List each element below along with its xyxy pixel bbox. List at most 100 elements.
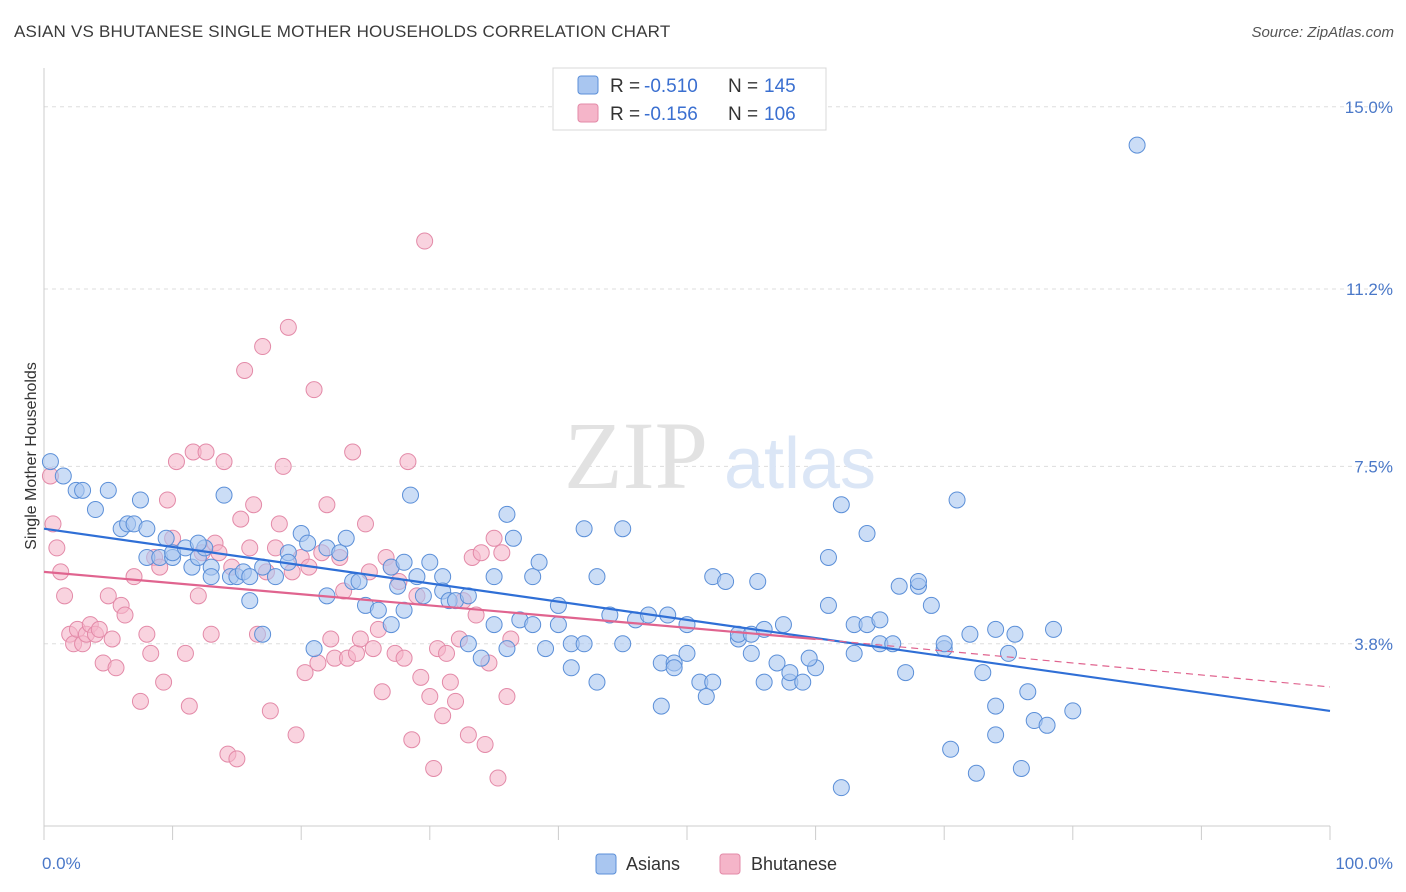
correlation-legend: R = -0.510 N = 145 R = -0.156 N = 106	[552, 67, 827, 131]
point-asians-39	[337, 529, 355, 547]
point-asians-59	[485, 616, 503, 634]
point-bhutanese-53	[279, 318, 297, 336]
point-asians-67	[537, 640, 555, 658]
trend-line-bhutanese	[43, 570, 816, 641]
point-bhutanese-4	[56, 587, 74, 605]
point-asians-47	[395, 553, 413, 571]
point-asians-21	[202, 568, 220, 586]
point-bhutanese-98	[472, 544, 490, 562]
point-asians-133	[942, 740, 960, 758]
point-bhutanese-1	[44, 515, 62, 533]
point-asians-110	[845, 644, 863, 662]
point-asians-51	[421, 553, 439, 571]
legend-swatch-bhutanese	[577, 103, 599, 123]
point-asians-136	[1006, 625, 1024, 643]
point-asians-102	[781, 664, 799, 682]
point-bhutanese-101	[485, 529, 503, 547]
point-asians-82	[652, 697, 670, 715]
point-asians-91	[717, 572, 735, 590]
point-bhutanese-102	[489, 769, 507, 787]
point-asians-118	[909, 572, 927, 590]
point-bhutanese-44	[241, 539, 259, 557]
legend-swatch-asians	[577, 75, 599, 95]
point-bhutanese-84	[412, 668, 430, 686]
point-asians-75	[588, 673, 606, 691]
point-asians-77	[614, 635, 632, 653]
point-bhutanese-15	[103, 630, 121, 648]
point-asians-62	[498, 505, 516, 523]
grid-lines	[44, 106, 1390, 645]
point-bhutanese-2	[48, 539, 66, 557]
point-asians-5	[99, 481, 117, 499]
point-asians-35	[305, 640, 323, 658]
x-tick-labels: 0.0% 100.0%	[42, 854, 1393, 873]
point-asians-71	[562, 659, 580, 677]
point-asians-103	[794, 673, 812, 691]
point-asians-22	[215, 486, 233, 504]
trend-lines	[43, 527, 1331, 713]
axes	[43, 68, 1331, 840]
point-asians-26	[241, 592, 259, 610]
point-asians-43	[369, 601, 387, 619]
point-asians-143	[659, 606, 677, 624]
point-bhutanese-55	[287, 726, 305, 744]
series-bhutanese-points	[41, 232, 520, 787]
point-bhutanese-20	[131, 692, 149, 710]
source-label: Source: ZipAtlas.com	[1251, 24, 1394, 41]
point-bhutanese-16	[107, 659, 125, 677]
y-tick-label-3: 15.0%	[1345, 98, 1393, 117]
point-asians-45	[382, 616, 400, 634]
point-asians-135	[967, 764, 985, 782]
point-bhutanese-32	[189, 587, 207, 605]
point-bhutanese-60	[309, 654, 327, 672]
point-bhutanese-28	[167, 453, 185, 471]
legend-n-value-bhutanese: 106	[764, 104, 796, 125]
x-tick-label-max: 100.0%	[1335, 854, 1393, 873]
point-bhutanese-21	[138, 625, 156, 643]
point-bhutanese-42	[232, 510, 250, 528]
point-asians-137	[1045, 620, 1063, 638]
point-asians-60	[485, 568, 503, 586]
point-bhutanese-30	[180, 697, 198, 715]
point-asians-27	[241, 568, 259, 586]
chart-title: ASIAN VS BHUTANESE SINGLE MOTHER HOUSEHO…	[14, 22, 671, 41]
point-asians-86	[678, 644, 696, 662]
trend-line-bhutanese-extension	[815, 638, 1331, 688]
point-asians-65	[524, 616, 542, 634]
legend-r-value-asians: -0.510	[644, 76, 698, 97]
point-asians-41	[350, 572, 368, 590]
point-asians-72	[575, 635, 593, 653]
point-bhutanese-12	[90, 620, 108, 638]
point-asians-107	[832, 496, 850, 514]
point-asians-131	[1038, 716, 1056, 734]
point-asians-94	[742, 644, 760, 662]
point-bhutanese-82	[403, 731, 421, 749]
y-tick-label-1: 7.5%	[1354, 457, 1393, 476]
point-bhutanese-73	[364, 640, 382, 658]
point-bhutanese-97	[467, 606, 485, 624]
point-asians-52	[434, 568, 452, 586]
point-asians-38	[331, 544, 349, 562]
point-bhutanese-89	[434, 707, 452, 725]
legend-n-value-asians: 145	[764, 76, 796, 97]
point-bhutanese-99	[476, 735, 494, 753]
point-bhutanese-92	[447, 692, 465, 710]
point-bhutanese-62	[318, 496, 336, 514]
point-bhutanese-57	[296, 664, 314, 682]
point-bhutanese-29	[176, 644, 194, 662]
legend-r-value-bhutanese: -0.156	[644, 104, 698, 125]
point-bhutanese-85	[416, 232, 434, 250]
point-bhutanese-35	[202, 625, 220, 643]
point-asians-0	[41, 453, 59, 471]
y-tick-label-0: 3.8%	[1354, 635, 1393, 654]
point-asians-113	[871, 611, 889, 629]
legend-n-label-bhutanese: N =	[728, 104, 758, 125]
point-bhutanese-91	[441, 673, 459, 691]
point-asians-138	[1128, 136, 1146, 154]
point-asians-78	[614, 520, 632, 538]
point-bhutanese-104	[498, 688, 516, 706]
point-bhutanese-26	[158, 491, 176, 509]
point-asians-116	[897, 664, 915, 682]
point-bhutanese-81	[399, 453, 417, 471]
y-tick-labels: 3.8% 7.5% 11.2% 15.0%	[1345, 98, 1393, 654]
